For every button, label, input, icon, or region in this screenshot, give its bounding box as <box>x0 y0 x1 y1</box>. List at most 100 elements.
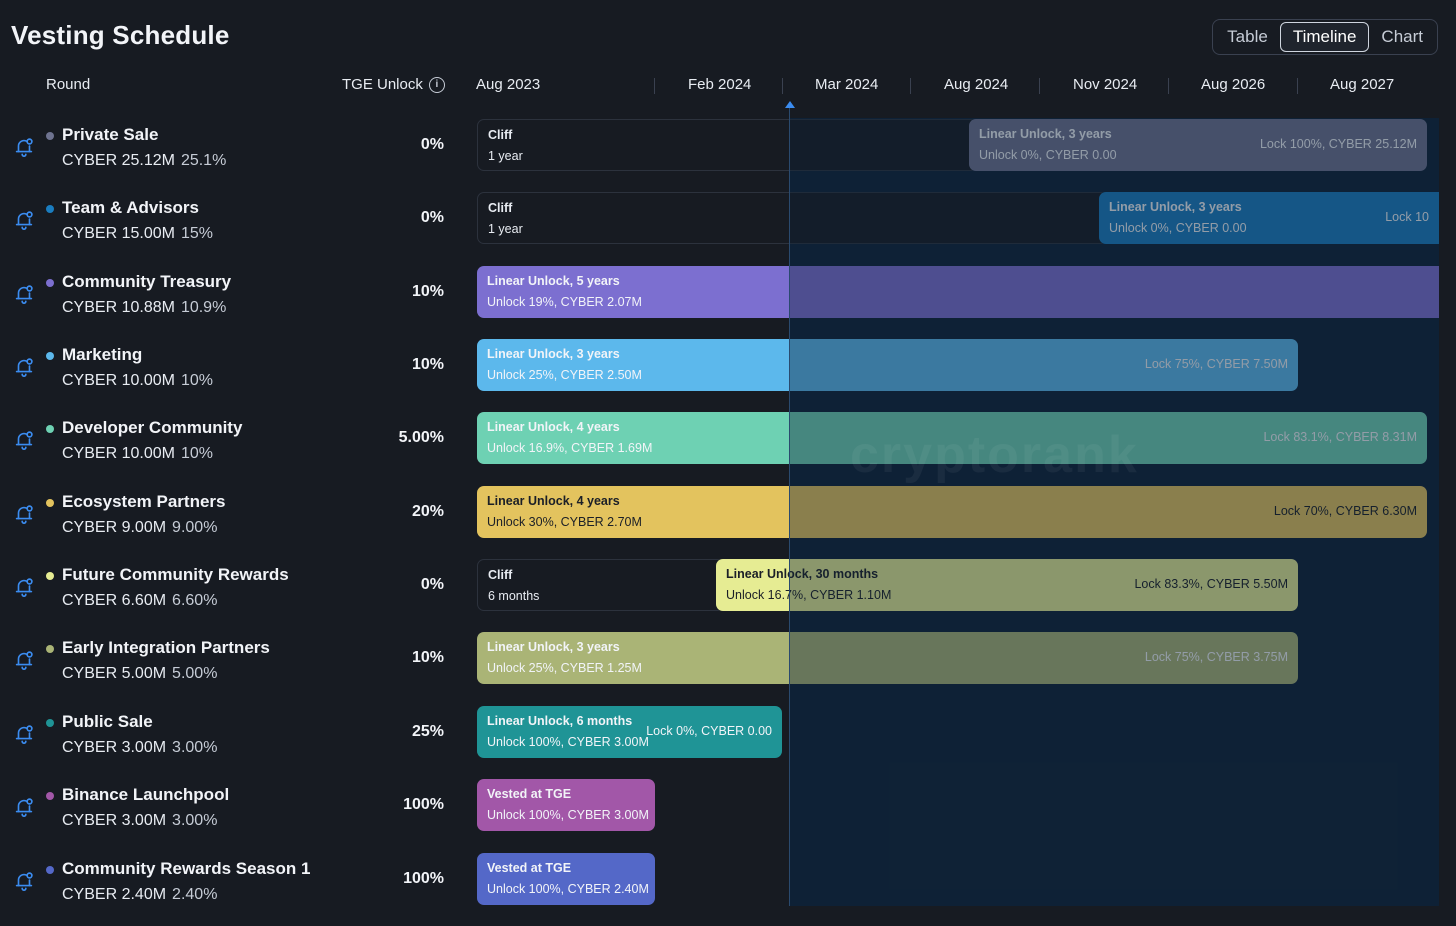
date-divider <box>654 78 655 94</box>
round-amount: CYBER 3.00M 3.00% <box>62 812 217 830</box>
unlock-bar[interactable]: Linear Unlock, 4 years Unlock 16.9%, CYB… <box>477 412 1427 465</box>
round-row: Community Rewards Season 1 CYBER 2.40M 2.4… <box>0 852 1456 926</box>
round-amount: CYBER 3.00M 3.00% <box>62 739 217 757</box>
info-icon[interactable]: i <box>428 76 445 93</box>
unlock-bar[interactable]: Linear Unlock, 3 years Unlock 0%, CYBER … <box>1099 192 1439 245</box>
round-name: Public Sale <box>62 711 153 731</box>
tge-unlock-value: 100% <box>403 869 444 887</box>
cliff-duration: 1 year <box>488 149 523 163</box>
round-percent: 25.1% <box>180 152 227 169</box>
round-name: Future Community Rewards <box>62 565 289 585</box>
round-name: Early Integration Partners <box>62 638 270 658</box>
round-amount: CYBER 9.00M 9.00% <box>62 519 217 537</box>
tab-timeline[interactable]: Timeline <box>1279 22 1370 52</box>
unlock-amount: Unlock 25%, CYBER 1.25M <box>487 661 642 676</box>
lock-amount: Lock 75%, CYBER 7.50M <box>1144 357 1288 372</box>
round-color-dot <box>46 865 54 874</box>
round-row: Community Treasury CYBER 10.88M 10.9% 10% L… <box>0 265 1456 339</box>
unlock-bar[interactable]: Linear Unlock, 6 months Unlock 100%, CYB… <box>477 705 782 758</box>
tge-unlock-value: 10% <box>411 356 444 374</box>
tge-unlock-value: 10% <box>411 282 444 300</box>
unlock-amount: Unlock 100%, CYBER 2.40M <box>487 881 649 896</box>
unlock-schedule: Linear Unlock, 3 years <box>1109 200 1242 215</box>
watermark: cryptorank <box>850 426 1139 484</box>
tge-unlock-value: 20% <box>411 502 444 520</box>
round-color-dot <box>46 352 54 361</box>
round-color-dot <box>46 425 54 434</box>
unlock-amount: Unlock 16.7%, CYBER 1.10M <box>726 588 892 603</box>
bell-alert-icon[interactable] <box>13 429 35 451</box>
bell-alert-icon[interactable] <box>13 723 35 745</box>
bell-alert-icon[interactable] <box>13 136 35 158</box>
unlock-bar[interactable]: Vested at TGE Unlock 100%, CYBER 3.00M <box>477 779 655 832</box>
round-name: Community Rewards Season 1 <box>62 858 311 878</box>
unlock-amount: Unlock 16.9%, CYBER 1.69M <box>487 441 653 456</box>
round-amount: CYBER 6.60M 6.60% <box>62 592 217 610</box>
date-divider <box>1168 78 1169 94</box>
bell-alert-icon[interactable] <box>13 356 35 378</box>
round-percent: 9.00% <box>172 518 218 536</box>
timeline-date: Aug 2024 <box>944 76 1009 93</box>
round-percent: 10.9% <box>180 298 227 316</box>
lock-amount: Lock 100%, CYBER 25.12M <box>1259 137 1417 151</box>
round-color-dot <box>46 718 54 727</box>
unlock-bar[interactable]: Vested at TGE Unlock 100%, CYBER 2.40M <box>477 852 655 905</box>
unlock-bar[interactable]: Linear Unlock, 5 years Unlock 19%, CYBER… <box>477 265 1439 318</box>
unlock-amount: Unlock 100%, CYBER 3.00M <box>487 734 649 749</box>
cliff-duration: 1 year <box>488 222 523 237</box>
timeline-date: Aug 2027 <box>1330 76 1395 93</box>
round-amount: CYBER 15.00M 15% <box>62 225 213 243</box>
round-color-dot <box>46 205 54 214</box>
unlock-amount: Unlock 19%, CYBER 2.07M <box>487 294 642 309</box>
tab-table[interactable]: Table <box>1227 27 1268 46</box>
bell-alert-icon[interactable] <box>13 576 35 598</box>
lock-amount: Lock 10 <box>1385 210 1429 225</box>
cliff-bar[interactable]: Cliff 6 months <box>477 559 724 612</box>
round-cyber-amount: CYBER 10.00M <box>62 372 175 390</box>
lock-amount: Lock 75%, CYBER 3.75M <box>1144 650 1288 665</box>
round-row: Early Integration Partners CYBER 5.00M 5.0… <box>0 632 1456 705</box>
unlock-bar[interactable]: Linear Unlock, 30 months Unlock 16.7%, C… <box>716 559 1298 612</box>
round-row: Marketing CYBER 10.00M 10% 10% Linear Unloc… <box>0 339 1456 412</box>
unlock-bar[interactable]: Linear Unlock, 4 years Unlock 30%, CYBER… <box>477 485 1427 538</box>
tge-unlock-label: TGE Unlock <box>342 76 423 93</box>
bell-alert-icon[interactable] <box>13 503 35 525</box>
view-toggle: Table Timeline Chart <box>1212 19 1438 55</box>
date-divider <box>782 78 783 94</box>
round-cyber-amount: CYBER 9.00M <box>62 518 167 536</box>
round-name: Team & Advisors <box>62 198 199 218</box>
round-cyber-amount: CYBER 3.00M <box>62 738 167 756</box>
round-amount: CYBER 10.88M 10.9% <box>62 299 226 317</box>
round-name: Developer Community <box>62 418 243 438</box>
round-row: Private Sale CYBER 25.12M 25.1% 0% Cliff 1 … <box>0 119 1456 192</box>
round-row: Developer Community CYBER 10.00M 10% 5.00% … <box>0 412 1456 485</box>
tab-chart[interactable]: Chart <box>1381 27 1423 46</box>
round-percent: 10% <box>180 372 213 390</box>
bell-alert-icon[interactable] <box>13 649 35 671</box>
cliff-bar[interactable]: Cliff 1 year <box>477 119 977 171</box>
cliff-bar[interactable]: Cliff 1 year <box>477 192 1107 245</box>
date-divider <box>1297 78 1298 94</box>
unlock-bar[interactable]: Linear Unlock, 3 years Unlock 25%, CYBER… <box>477 339 1298 392</box>
round-amount: CYBER 2.40M 2.40% <box>62 886 217 904</box>
round-name: Marketing <box>62 345 143 365</box>
unlock-bar[interactable]: Linear Unlock, 3 years Unlock 0%, CYBER … <box>969 119 1427 171</box>
bell-alert-icon[interactable] <box>13 209 35 231</box>
bell-alert-icon[interactable] <box>13 870 35 892</box>
bell-alert-icon[interactable] <box>13 796 35 818</box>
unlock-bar[interactable]: Linear Unlock, 3 years Unlock 25%, CYBER… <box>477 632 1298 685</box>
tge-unlock-value: 10% <box>411 649 444 667</box>
unlock-schedule: Linear Unlock, 3 years <box>979 127 1112 141</box>
unlock-schedule: Linear Unlock, 30 months <box>726 567 879 582</box>
round-color-dot <box>46 278 54 287</box>
timeline-date: Feb 2024 <box>688 76 752 93</box>
round-cyber-amount: CYBER 15.00M <box>62 225 175 243</box>
round-cyber-amount: CYBER 3.00M <box>62 812 167 830</box>
round-percent: 10% <box>180 445 213 463</box>
round-cyber-amount: CYBER 2.40M <box>62 885 167 903</box>
unlock-amount: Unlock 0%, CYBER 0.00 <box>1109 221 1247 236</box>
round-cyber-amount: CYBER 25.12M <box>62 152 175 169</box>
cliff-label: Cliff <box>488 568 513 583</box>
bell-alert-icon[interactable] <box>13 283 35 305</box>
cliff-label: Cliff <box>488 128 513 142</box>
